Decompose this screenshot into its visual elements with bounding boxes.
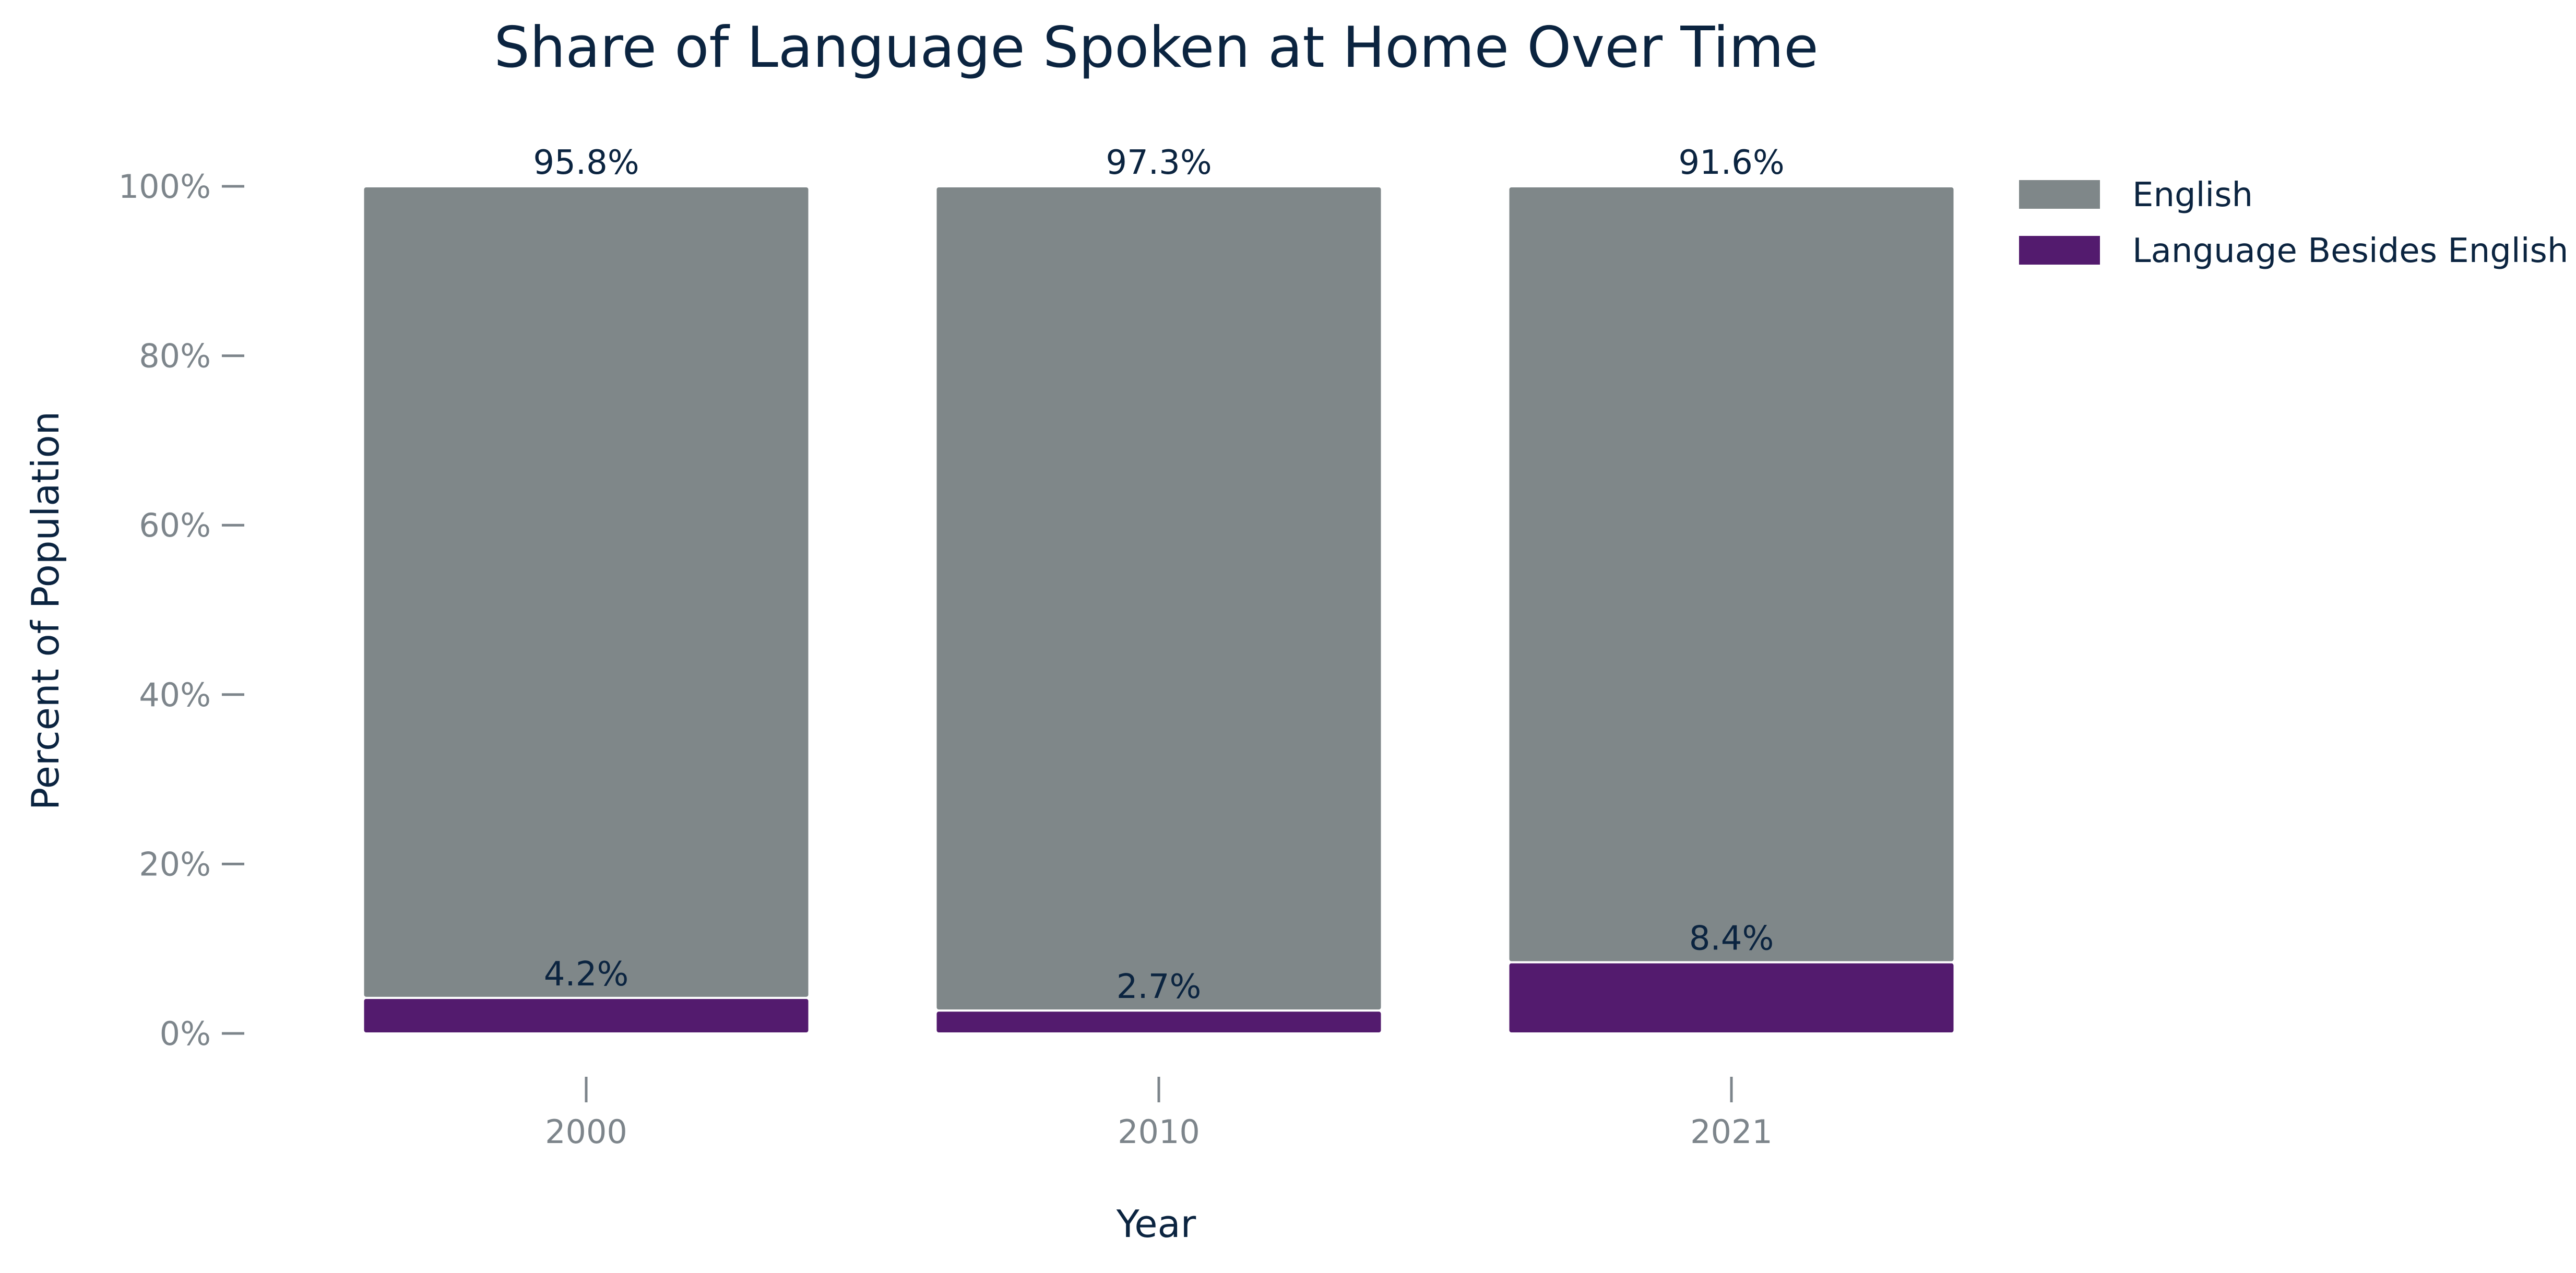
legend-label: English bbox=[2132, 176, 2253, 215]
data-label: 95.8% bbox=[533, 144, 639, 182]
y-axis-title: Percent of Population bbox=[23, 411, 67, 810]
chart-title: Share of Language Spoken at Home Over Ti… bbox=[494, 15, 1818, 80]
x-tick-label: 2000 bbox=[545, 1113, 627, 1151]
y-tick-label: 100% bbox=[118, 168, 211, 206]
data-label: 4.2% bbox=[544, 955, 629, 994]
y-tick-label: 20% bbox=[139, 845, 211, 883]
legend-swatch bbox=[2019, 236, 2100, 265]
data-label: 8.4% bbox=[1689, 920, 1774, 958]
legend-swatch bbox=[2019, 180, 2100, 209]
bar-segment-english[interactable] bbox=[1507, 185, 1956, 963]
legend[interactable]: English Language Besides English bbox=[2019, 176, 2568, 270]
bar-segment-english[interactable] bbox=[362, 185, 811, 999]
bar-segment-other-language[interactable] bbox=[362, 996, 811, 1034]
x-axis-title: Year bbox=[1116, 1202, 1196, 1246]
y-tick-label: 40% bbox=[139, 676, 211, 714]
bars-group bbox=[362, 185, 1956, 1034]
y-tick-label: 0% bbox=[160, 1015, 211, 1053]
x-axis: 2000 2010 2021 bbox=[545, 1077, 1773, 1151]
data-label: 2.7% bbox=[1117, 968, 1202, 1006]
bar-segment-other-language[interactable] bbox=[1507, 961, 1956, 1034]
data-labels-group: 4.2% 95.8% 2.7% 97.3% 8.4% 91.6% bbox=[533, 144, 1784, 1006]
y-tick-label: 60% bbox=[139, 506, 211, 544]
x-tick-label: 2010 bbox=[1118, 1113, 1200, 1151]
y-axis: 0% 20% 40% 60% 80% 100% bbox=[118, 168, 244, 1053]
bar-segment-english[interactable] bbox=[934, 185, 1383, 1012]
legend-label: Language Besides English bbox=[2132, 232, 2568, 270]
y-tick-label: 80% bbox=[139, 337, 211, 375]
data-label: 97.3% bbox=[1106, 144, 1212, 182]
data-label: 91.6% bbox=[1678, 144, 1784, 182]
bar-segment-other-language[interactable] bbox=[934, 1009, 1383, 1034]
x-tick-label: 2021 bbox=[1690, 1113, 1773, 1151]
